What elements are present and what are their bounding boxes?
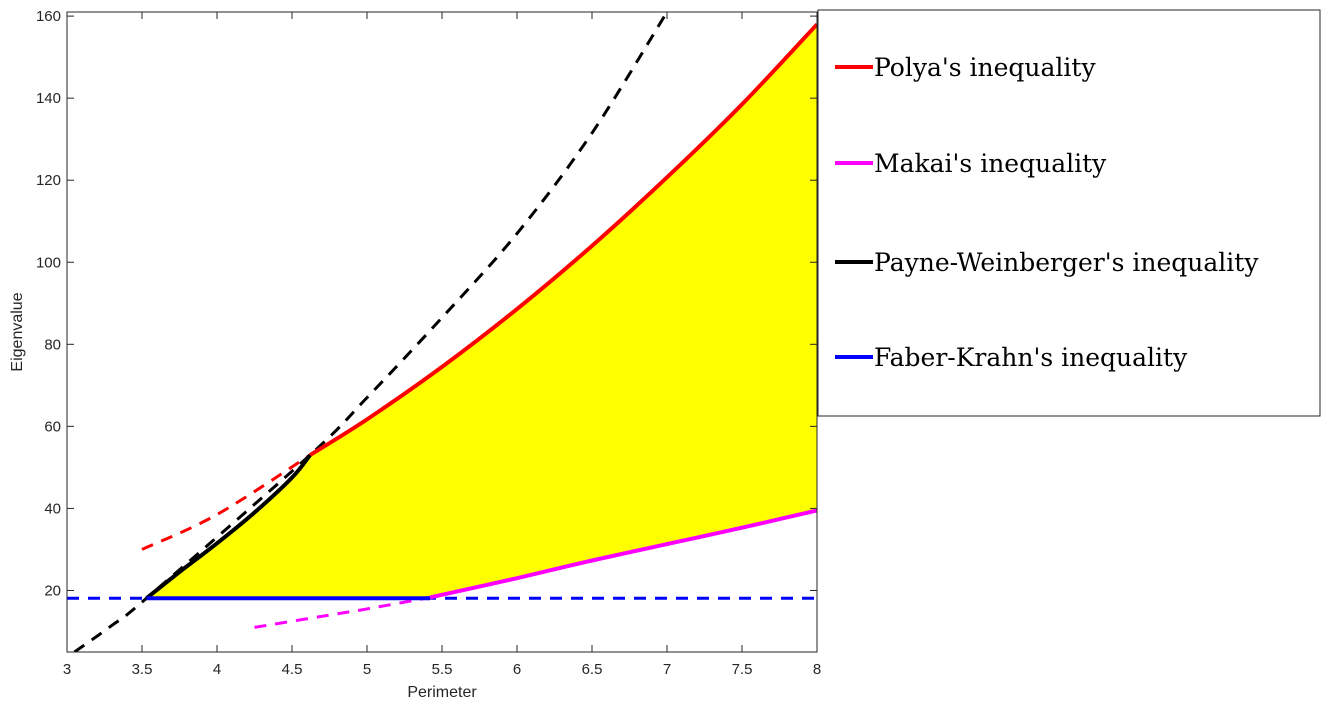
y-tick-label: 140 [36, 90, 61, 107]
x-tick-label: 7 [663, 661, 671, 678]
x-axis-title: Perimeter [407, 684, 477, 701]
polya-s-inequality-legend-label: Polya's inequality [874, 53, 1096, 82]
x-tick-label: 3.5 [132, 661, 153, 678]
payne-weinberger-s-inequality-legend-label: Payne-Weinberger's inequality [874, 248, 1259, 277]
makai-s-inequality-legend-label: Makai's inequality [874, 149, 1107, 178]
x-tick-label: 6.5 [582, 661, 603, 678]
y-tick-label: 120 [36, 172, 61, 189]
x-tick-label: 4.5 [282, 661, 303, 678]
x-tick-label: 7.5 [732, 661, 753, 678]
y-tick-label: 100 [36, 254, 61, 271]
x-tick-label: 5.5 [432, 661, 453, 678]
makai-s-inequality-dashed-curve [254, 595, 431, 629]
y-tick-label: 40 [44, 500, 61, 517]
legend-entry-polya-s-inequality: Polya's inequality [835, 53, 1096, 82]
x-tick-label: 6 [513, 661, 521, 678]
payne-weinberger-s-inequality-dashed-curve [73, 12, 669, 652]
solid-curves-layer [145, 22, 817, 601]
dashed-curves-layer [67, 12, 817, 652]
x-tick-label: 3 [63, 661, 71, 678]
faber-krahn-s-inequality-legend-label: Faber-Krahn's inequality [874, 343, 1188, 372]
polya-s-inequality-dashed-curve [141, 453, 311, 551]
axis-ticks-layer: 3 3.5 4 4.5 5 5.5 6 6.5 7 7.5 8 20 40 60 80 100 120 140 16… [36, 8, 821, 678]
payne-weinberger-s-inequality-solid-curve [145, 453, 312, 600]
x-tick-label: 5 [363, 661, 371, 678]
y-tick-label: 20 [44, 582, 61, 599]
legend-entry-payne-weinberger-s-inequality: Payne-Weinberger's inequality [835, 248, 1259, 277]
feasible-region [146, 24, 817, 599]
legend: Polya's inequality Makai's inequality Payn… [817, 9, 1321, 417]
legend-box [817, 9, 1321, 417]
makai-s-inequality-solid-curve [429, 508, 817, 600]
legend-entries: Polya's inequality Makai's inequality Payn… [835, 53, 1259, 372]
legend-entry-makai-s-inequality: Makai's inequality [835, 149, 1107, 178]
legend-entry-faber-krahn-s-inequality: Faber-Krahn's inequality [835, 343, 1188, 372]
x-tick-label: 4 [213, 661, 221, 678]
feasible-region-layer [146, 24, 817, 599]
y-tick-label: 60 [44, 418, 61, 435]
y-tick-label: 160 [36, 8, 61, 25]
y-tick-label: 80 [44, 336, 61, 353]
y-axis-title: Eigenvalue [9, 292, 26, 371]
x-tick-label: 8 [813, 661, 821, 678]
polya-s-inequality-solid-curve [308, 22, 817, 457]
